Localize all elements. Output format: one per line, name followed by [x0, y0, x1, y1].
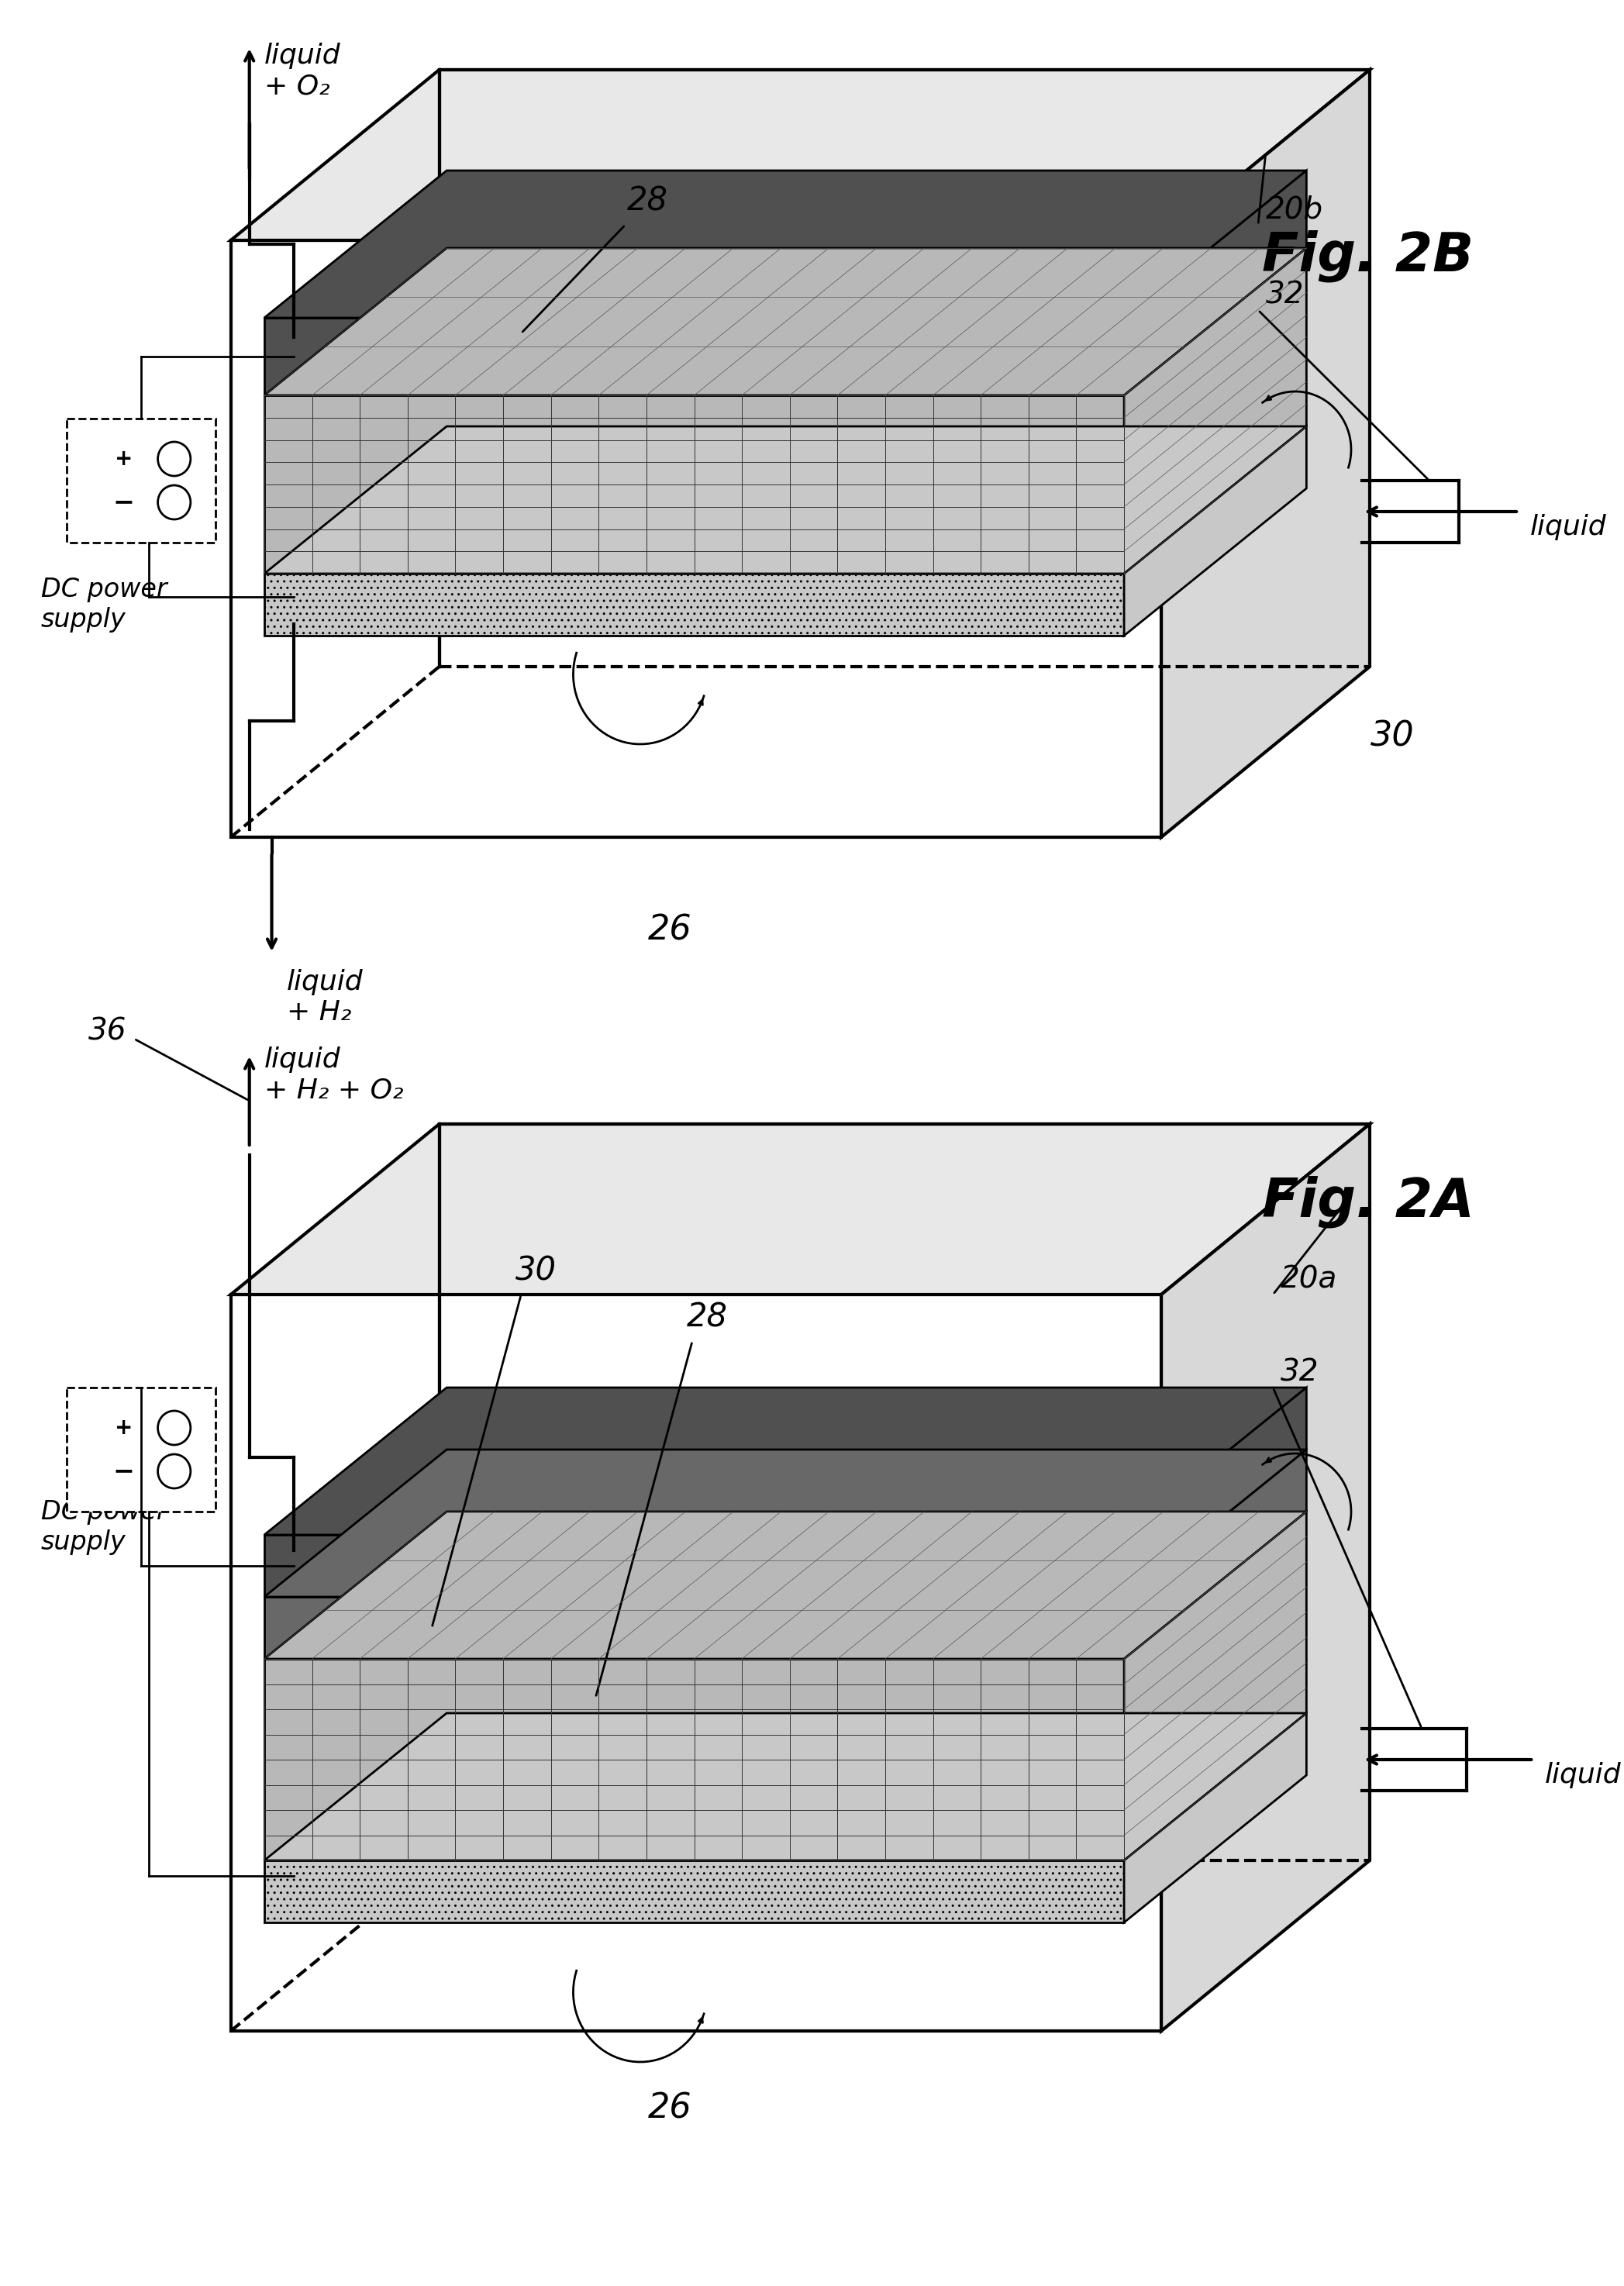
Polygon shape [1124, 1712, 1306, 1923]
Text: +: + [115, 1417, 133, 1438]
Text: +: + [115, 448, 133, 469]
Polygon shape [265, 1598, 1124, 1660]
Text: 26: 26 [648, 2092, 692, 2126]
Polygon shape [67, 418, 216, 542]
Circle shape [158, 1410, 190, 1445]
Text: 28: 28 [627, 185, 667, 217]
Polygon shape [231, 1125, 1369, 1294]
Text: 36: 36 [88, 1017, 127, 1045]
Polygon shape [265, 249, 1306, 395]
Polygon shape [231, 71, 1369, 240]
Text: liquid
+ H₂: liquid + H₂ [286, 969, 364, 1026]
Text: DC power
supply: DC power supply [41, 1500, 167, 1554]
Polygon shape [265, 1712, 1306, 1861]
Circle shape [158, 485, 190, 519]
Polygon shape [265, 1534, 1124, 1598]
Polygon shape [265, 1511, 1306, 1660]
Polygon shape [265, 427, 1306, 574]
Text: 26: 26 [648, 914, 692, 946]
Polygon shape [265, 171, 1306, 318]
Circle shape [158, 1454, 190, 1488]
Text: 30: 30 [1371, 720, 1415, 752]
Text: 32: 32 [1265, 279, 1304, 309]
Text: DC power
supply: DC power supply [41, 576, 167, 633]
Polygon shape [265, 395, 1124, 574]
Text: Fig. 2B: Fig. 2B [1262, 229, 1475, 281]
Polygon shape [265, 1388, 1306, 1534]
Polygon shape [265, 574, 1124, 636]
Polygon shape [265, 1861, 1124, 1923]
Text: −: − [112, 1458, 135, 1484]
Text: liquid: liquid [1544, 1763, 1621, 1788]
Text: liquid
+ O₂: liquid + O₂ [265, 43, 341, 101]
Polygon shape [1161, 71, 1369, 837]
Polygon shape [265, 318, 1124, 395]
Text: 28: 28 [687, 1301, 728, 1335]
Polygon shape [67, 1388, 216, 1511]
Polygon shape [1124, 1511, 1306, 1861]
Text: 20a: 20a [1280, 1264, 1337, 1294]
Text: liquid
+ H₂ + O₂: liquid + H₂ + O₂ [265, 1047, 403, 1104]
Text: 32: 32 [1280, 1358, 1319, 1388]
Polygon shape [1161, 1125, 1369, 2030]
Polygon shape [231, 240, 1161, 837]
Polygon shape [1124, 1449, 1306, 1660]
Text: liquid: liquid [1530, 514, 1606, 539]
Text: 30: 30 [515, 1255, 557, 1287]
Polygon shape [1124, 427, 1306, 636]
Polygon shape [1124, 1388, 1306, 1598]
Polygon shape [231, 1294, 1161, 2030]
Circle shape [158, 441, 190, 475]
Polygon shape [1124, 249, 1306, 574]
Text: −: − [112, 489, 135, 514]
Polygon shape [265, 1449, 1306, 1598]
Text: Fig. 2A: Fig. 2A [1262, 1175, 1475, 1228]
Text: 20b: 20b [1265, 194, 1324, 224]
Polygon shape [265, 1660, 1124, 1861]
Polygon shape [1124, 171, 1306, 395]
